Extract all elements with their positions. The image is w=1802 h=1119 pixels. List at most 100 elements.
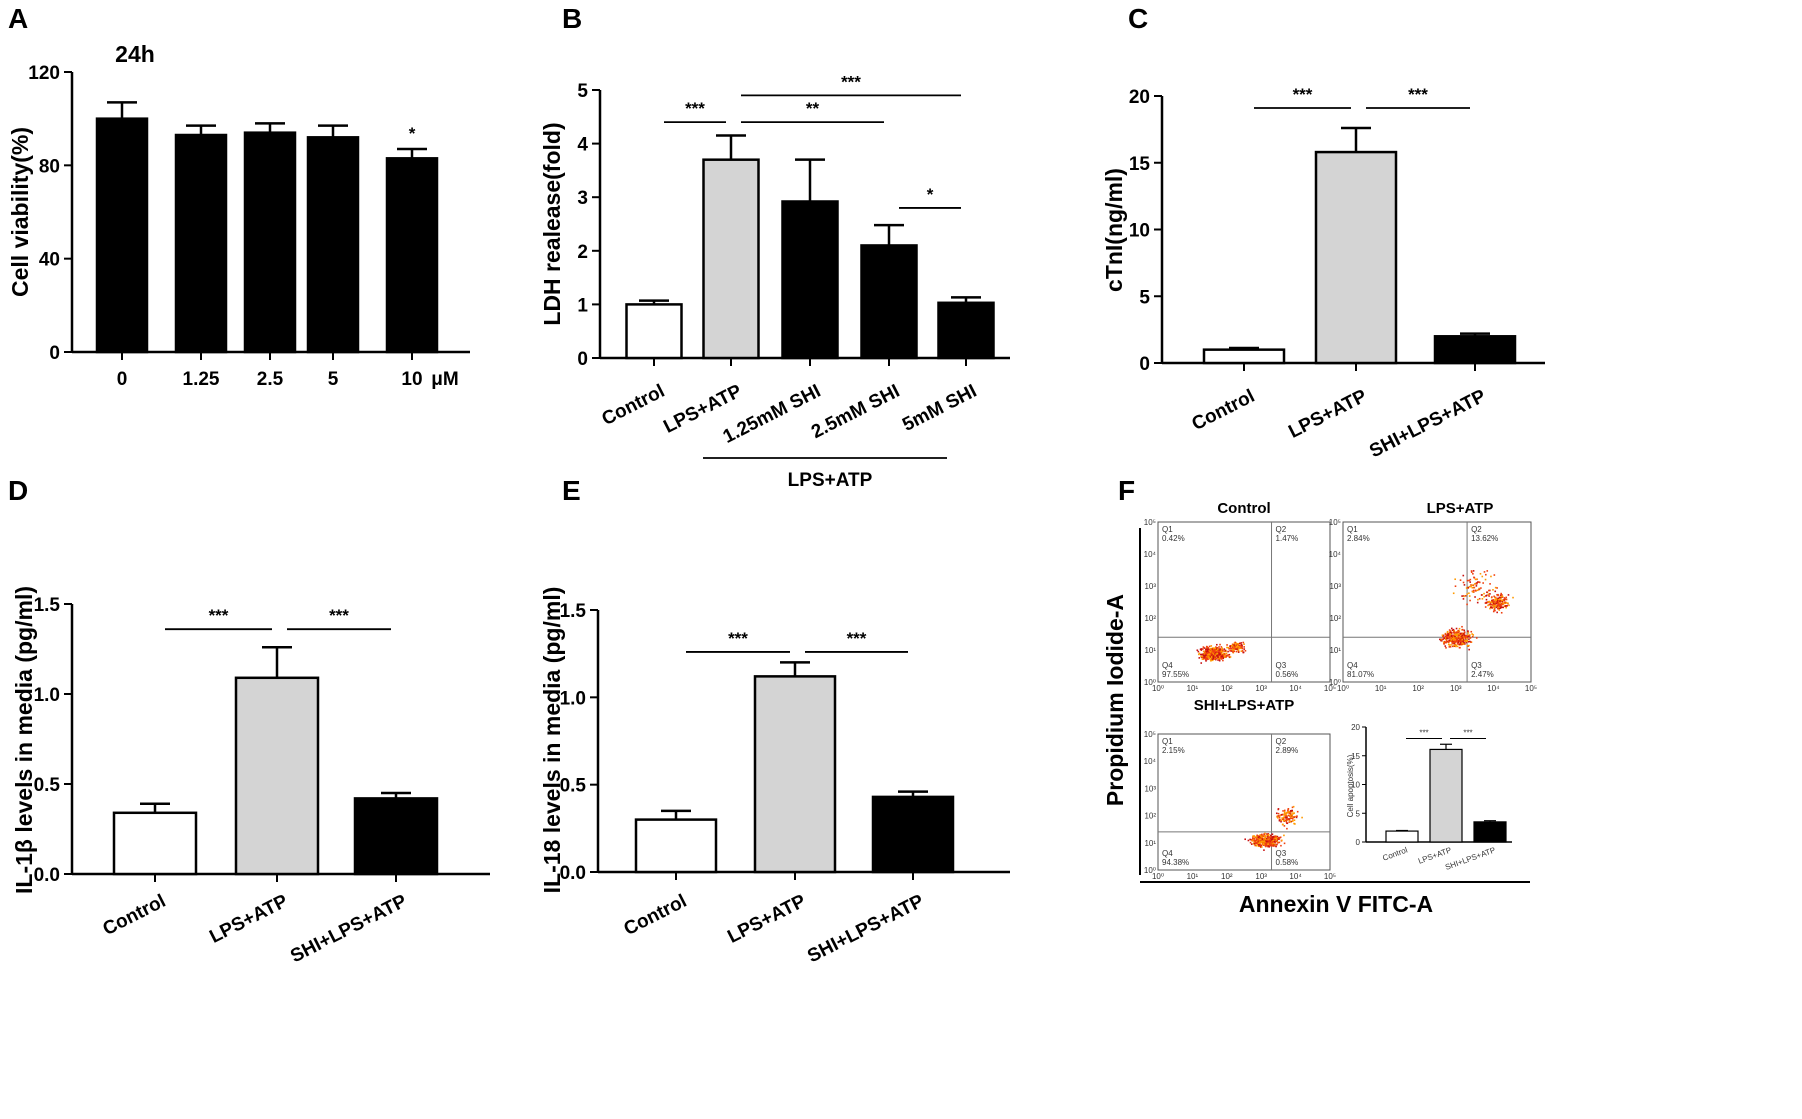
flow-dot <box>1286 816 1288 819</box>
flow-dot <box>1214 647 1217 649</box>
flow-dot <box>1448 639 1451 641</box>
flow-dot <box>1463 639 1465 642</box>
quadrant-percent: 2.15% <box>1162 746 1185 755</box>
flow-dot <box>1250 838 1252 841</box>
flow-dot <box>1255 842 1257 845</box>
flow-dot <box>1264 845 1267 847</box>
flow-dot <box>1501 600 1504 603</box>
flow-dot <box>1453 642 1455 645</box>
y-tick-label: 120 <box>28 63 60 84</box>
flow-dot <box>1241 647 1244 650</box>
flow-dot <box>1221 649 1224 652</box>
flow-dot <box>1257 840 1259 843</box>
flow-dot <box>1484 602 1487 604</box>
flow-dot <box>1301 816 1303 819</box>
flow-dot <box>1259 843 1261 846</box>
flow-dot <box>1206 656 1208 658</box>
y-exponent-tick: 10⁵ <box>1329 518 1341 527</box>
flow-dot <box>1277 812 1280 815</box>
flow-dot <box>1272 844 1275 846</box>
flow-dot <box>1286 815 1288 817</box>
flow-dot <box>1471 584 1473 587</box>
flow-dot <box>1483 571 1486 573</box>
flow-dot <box>1264 835 1267 837</box>
flow-dot <box>1483 595 1485 598</box>
flow-dot <box>1267 836 1269 839</box>
significance-label: *** <box>209 606 229 625</box>
flow-dot <box>1274 836 1277 839</box>
flow-dot <box>1480 594 1483 596</box>
bar <box>112 811 198 876</box>
flow-dot <box>1288 819 1291 822</box>
significance-label: *** <box>847 629 867 648</box>
flow-dot <box>1277 808 1280 810</box>
flow-dot <box>1276 815 1278 818</box>
flow-dot <box>1231 649 1234 652</box>
flow-dot <box>1255 839 1258 842</box>
flow-dot <box>1234 648 1237 650</box>
flow-dot <box>1215 654 1218 657</box>
inset-x-tick-label: Control <box>1381 845 1409 862</box>
flow-dot <box>1279 836 1282 839</box>
flow-dot <box>1484 606 1487 608</box>
flow-dot <box>1461 632 1464 635</box>
flow-dot <box>1207 651 1209 653</box>
flow-dot <box>1268 844 1271 847</box>
flow-dot <box>1494 596 1497 599</box>
flow-dot <box>1293 812 1295 814</box>
flow-dot <box>1279 818 1281 821</box>
x-exponent-tick: 10⁰ <box>1337 684 1349 693</box>
flow-dot <box>1494 590 1497 593</box>
flow-dot <box>1455 627 1458 630</box>
flow-dot <box>1497 602 1500 604</box>
flow-dot <box>1449 630 1452 633</box>
flow-dot <box>1498 609 1501 611</box>
flow-dot <box>1505 596 1508 599</box>
flow-dot <box>1496 611 1498 614</box>
significance-label: * <box>409 124 416 143</box>
flow-dot <box>1504 598 1506 600</box>
flow-dot <box>1218 652 1220 654</box>
panel-D: D 0.0 0.5 1.0 1.5IL-1β levels in media (pg/m… <box>8 475 490 967</box>
flow-dot <box>1487 601 1490 603</box>
flow-dot <box>1466 593 1468 595</box>
flow-dot <box>1216 651 1219 654</box>
flow-dot <box>1218 649 1221 652</box>
flow-dot <box>1266 840 1269 843</box>
flow-dot <box>1215 657 1217 659</box>
flow-dot <box>1232 647 1235 650</box>
flow-dot <box>1495 598 1498 600</box>
flow-dot <box>1461 638 1463 641</box>
flow-dot <box>1251 837 1254 840</box>
flow-dot <box>1478 581 1480 583</box>
flow-dot <box>1476 589 1479 592</box>
flow-dot <box>1451 637 1454 640</box>
flow-dot <box>1211 659 1214 662</box>
bar <box>234 676 320 876</box>
flow-dot <box>1481 575 1484 578</box>
flow-dot <box>1252 838 1255 841</box>
flow-dot <box>1275 812 1278 815</box>
bar <box>860 244 918 360</box>
flow-dot <box>1257 835 1260 837</box>
flow-dot <box>1231 649 1233 651</box>
flow-dot <box>1198 652 1201 655</box>
flow-dot <box>1499 598 1501 600</box>
flow-dot <box>1231 643 1234 646</box>
flow-dot <box>1458 631 1460 634</box>
flow-dot <box>1236 648 1238 650</box>
bar <box>1433 335 1517 365</box>
quadrant-name: Q3 <box>1276 661 1287 670</box>
flow-dot <box>1287 814 1290 817</box>
flow-dot <box>1212 649 1214 652</box>
flow-dot <box>1213 649 1215 652</box>
flow-dot <box>1512 596 1514 599</box>
y-tick-label: 0.5 <box>560 776 587 797</box>
flow-dot <box>1218 646 1220 648</box>
flow-dot <box>1491 599 1493 602</box>
flow-dot <box>1489 583 1491 585</box>
quadrant-percent: 2.47% <box>1471 670 1494 679</box>
flow-dot <box>1464 634 1466 637</box>
inset-significance-label: *** <box>1419 729 1428 738</box>
flow-dot <box>1276 838 1279 840</box>
